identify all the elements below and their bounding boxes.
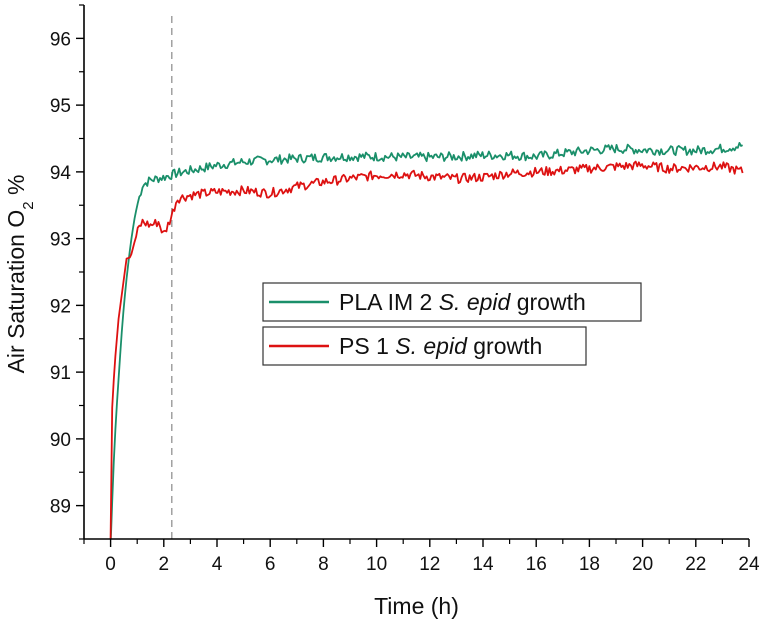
y-tick-label: 96 [50,29,71,50]
x-tick-label: 12 [419,554,440,575]
x-tick-label: 20 [632,554,653,575]
x-tick-label: 18 [579,554,600,575]
x-tick-label: 6 [265,554,276,575]
x-tick-label: 14 [472,554,494,575]
x-tick-label: 0 [105,554,116,575]
series-line-ps [109,160,744,539]
x-tick-label: 4 [212,554,223,575]
y-tick-label: 89 [50,497,71,518]
legend-label: PLA IM 2 S. epid growth [339,289,586,315]
y-tick-label: 91 [50,363,71,384]
y-tick-label: 90 [50,430,71,451]
legend-entry-pla: PLA IM 2 S. epid growth [262,282,642,322]
x-tick-label: 8 [318,554,329,575]
x-tick-label: 2 [159,554,170,575]
x-tick-label: 22 [685,554,706,575]
x-tick-label: 10 [366,554,387,575]
x-tick-label: 16 [526,554,547,575]
y-tick-label: 92 [50,296,71,317]
y-axis-title: Air Saturation O2 % [3,175,37,374]
x-axis-title: Time (h) [374,593,459,619]
y-tick-label: 94 [50,163,72,184]
y-tick-label: 93 [50,230,71,251]
legend-entry-ps: PS 1 S. epid growth [262,326,587,366]
y-tick-label: 95 [50,96,71,117]
x-tick-label: 24 [738,554,760,575]
series-line-pla [109,141,744,539]
legend-label: PS 1 S. epid growth [339,333,542,359]
